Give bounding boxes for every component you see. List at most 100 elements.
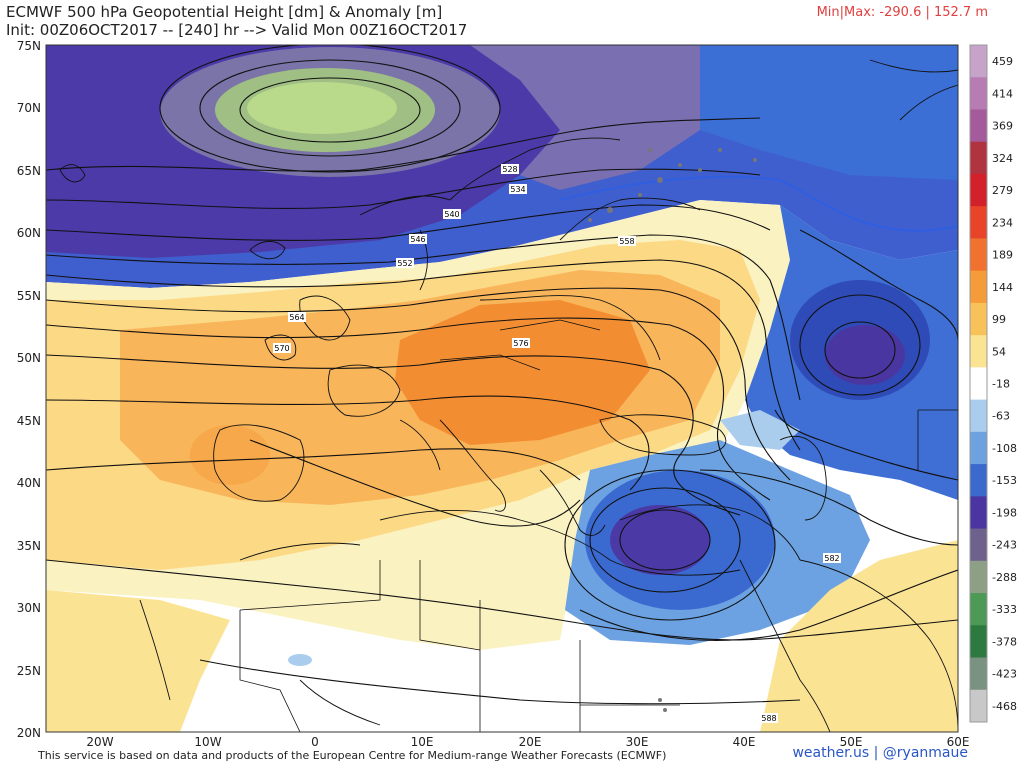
anomaly-greenland-low-core [247, 82, 397, 134]
contour-label: 570 [274, 344, 289, 353]
colorbar-swatch [970, 141, 987, 175]
contour-label: 564 [289, 313, 304, 322]
map-title: ECMWF 500 hPa Geopotential Height [dm] &… [6, 3, 467, 39]
colorbar-swatch [970, 206, 987, 239]
colorbar-label: 459 [992, 55, 1013, 68]
colorbar-label: -153 [992, 474, 1017, 487]
colorbar-label: 279 [992, 184, 1013, 197]
colorbar-label: -243 [992, 539, 1017, 552]
lon-tick-label: 50E [840, 735, 863, 749]
colorbar-label: -198 [992, 506, 1017, 519]
anomaly-arctic-blue [700, 45, 958, 180]
lat-tick-label: 70N [17, 101, 41, 115]
colorbar-label: -468 [992, 700, 1017, 713]
min-max-readout: Min|Max: -290.6 | 152.7 m [816, 5, 988, 20]
lon-tick-label: 10E [411, 735, 434, 749]
colorbar-label: -423 [992, 668, 1017, 681]
lat-tick-label: 30N [17, 601, 41, 615]
colorbar-swatch [970, 593, 987, 626]
anomaly-warm-core [395, 300, 650, 445]
contour-label: 528 [502, 165, 517, 174]
contour-label: 588 [761, 714, 776, 723]
latitude-axis: 75N 70N 65N 60N 55N 50N 45N 40N 35N 30N … [17, 39, 41, 740]
colorbar-label: -63 [992, 410, 1010, 423]
lat-tick-label: 60N [17, 226, 41, 240]
colorbar-swatch [970, 496, 987, 530]
lat-tick-label: 20N [17, 726, 41, 740]
contour-label: 582 [824, 554, 839, 563]
lon-tick-label: 10W [194, 735, 221, 749]
colorbar-label: 144 [992, 281, 1013, 294]
colorbar-swatch [970, 270, 987, 304]
lat-tick-label: 45N [17, 414, 41, 428]
colorbar-label: 234 [992, 216, 1013, 229]
lat-tick-label: 75N [17, 39, 41, 53]
lon-tick-label: 60E [947, 735, 970, 749]
lon-tick-label: 0 [311, 735, 319, 749]
colorbar-swatch [970, 45, 987, 78]
anomaly-zero-line [559, 175, 958, 232]
colorbar-swatch [970, 109, 987, 143]
colorbar-label: -288 [992, 571, 1017, 584]
contour-label: 540 [444, 210, 459, 219]
country-borders [239, 319, 958, 732]
colorbar: 459 414 369 324 279 234 189 144 99 54 -18 -63 -108 -1… [969, 44, 1017, 723]
colorbar-swatch [970, 431, 987, 465]
colorbar-swatch [970, 625, 987, 659]
colorbar-swatch [970, 560, 987, 594]
colorbar-frame [969, 44, 988, 723]
map-panel [46, 45, 958, 732]
colorbar-swatch [970, 367, 987, 401]
colorbar-label: -333 [992, 603, 1017, 616]
colorbar-label: 369 [992, 120, 1013, 133]
longitude-axis: 20W 10W 0 10E 20E 30E 40E 50E 60E [86, 735, 969, 749]
anomaly-small-blue [288, 654, 312, 666]
brand-credit[interactable]: weather.us | @ryanmaue [792, 745, 968, 761]
colorbar-swatch [970, 335, 987, 368]
colorbar-label: -108 [992, 442, 1017, 455]
colorbar-swatch [970, 464, 987, 497]
anomaly-iberia [190, 425, 270, 485]
colorbar-label: 414 [992, 87, 1013, 100]
colorbar-label: -18 [992, 378, 1010, 391]
height-contours [46, 45, 958, 705]
lat-tick-label: 35N [17, 539, 41, 553]
contour-label-group: 528 534 540 546 552 558 564 570 576 582 … [273, 164, 841, 723]
lon-tick-label: 40E [733, 735, 756, 749]
contour-label: 552 [397, 259, 412, 268]
lat-tick-label: 65N [17, 164, 41, 178]
colorbar-swatch [970, 657, 987, 691]
colorbar-swatch [970, 173, 987, 207]
ecmwf-attribution: This service is based on data and produc… [38, 749, 667, 762]
colorbar-label: 99 [992, 313, 1006, 326]
contour-label: 546 [410, 235, 425, 244]
colorbar-label: 54 [992, 345, 1006, 358]
colorbar-swatch [970, 238, 987, 272]
map-frame [45, 44, 959, 733]
colorbar-swatch [970, 302, 987, 336]
colorbar-swatch [970, 528, 987, 562]
lon-tick-label: 20E [519, 735, 542, 749]
lon-tick-label: 30E [626, 735, 649, 749]
anomaly-caspian-core [825, 325, 905, 385]
lat-tick-label: 40N [17, 476, 41, 490]
colorbar-swatch [970, 77, 987, 110]
colorbar-label: 324 [992, 152, 1013, 165]
anomaly-cutoff-core [610, 505, 710, 575]
lat-tick-label: 50N [17, 351, 41, 365]
contour-label: 576 [513, 339, 528, 348]
title-line-2: Init: 00Z06OCT2017 -- [240] hr --> Valid… [6, 21, 468, 39]
lat-tick-label: 25N [17, 664, 41, 678]
anomaly-w-africa [46, 590, 230, 732]
anomaly-scandinavia [470, 45, 700, 190]
colorbar-label: 189 [992, 249, 1013, 262]
lakes-terrain [588, 148, 757, 712]
lat-tick-label: 55N [17, 289, 41, 303]
lon-tick-label: 20W [86, 735, 113, 749]
colorbar-label: -378 [992, 635, 1017, 648]
title-line-1: ECMWF 500 hPa Geopotential Height [dm] &… [6, 3, 443, 21]
contour-label: 558 [619, 237, 634, 246]
colorbar-swatch [970, 399, 987, 433]
contour-label: 534 [510, 185, 525, 194]
